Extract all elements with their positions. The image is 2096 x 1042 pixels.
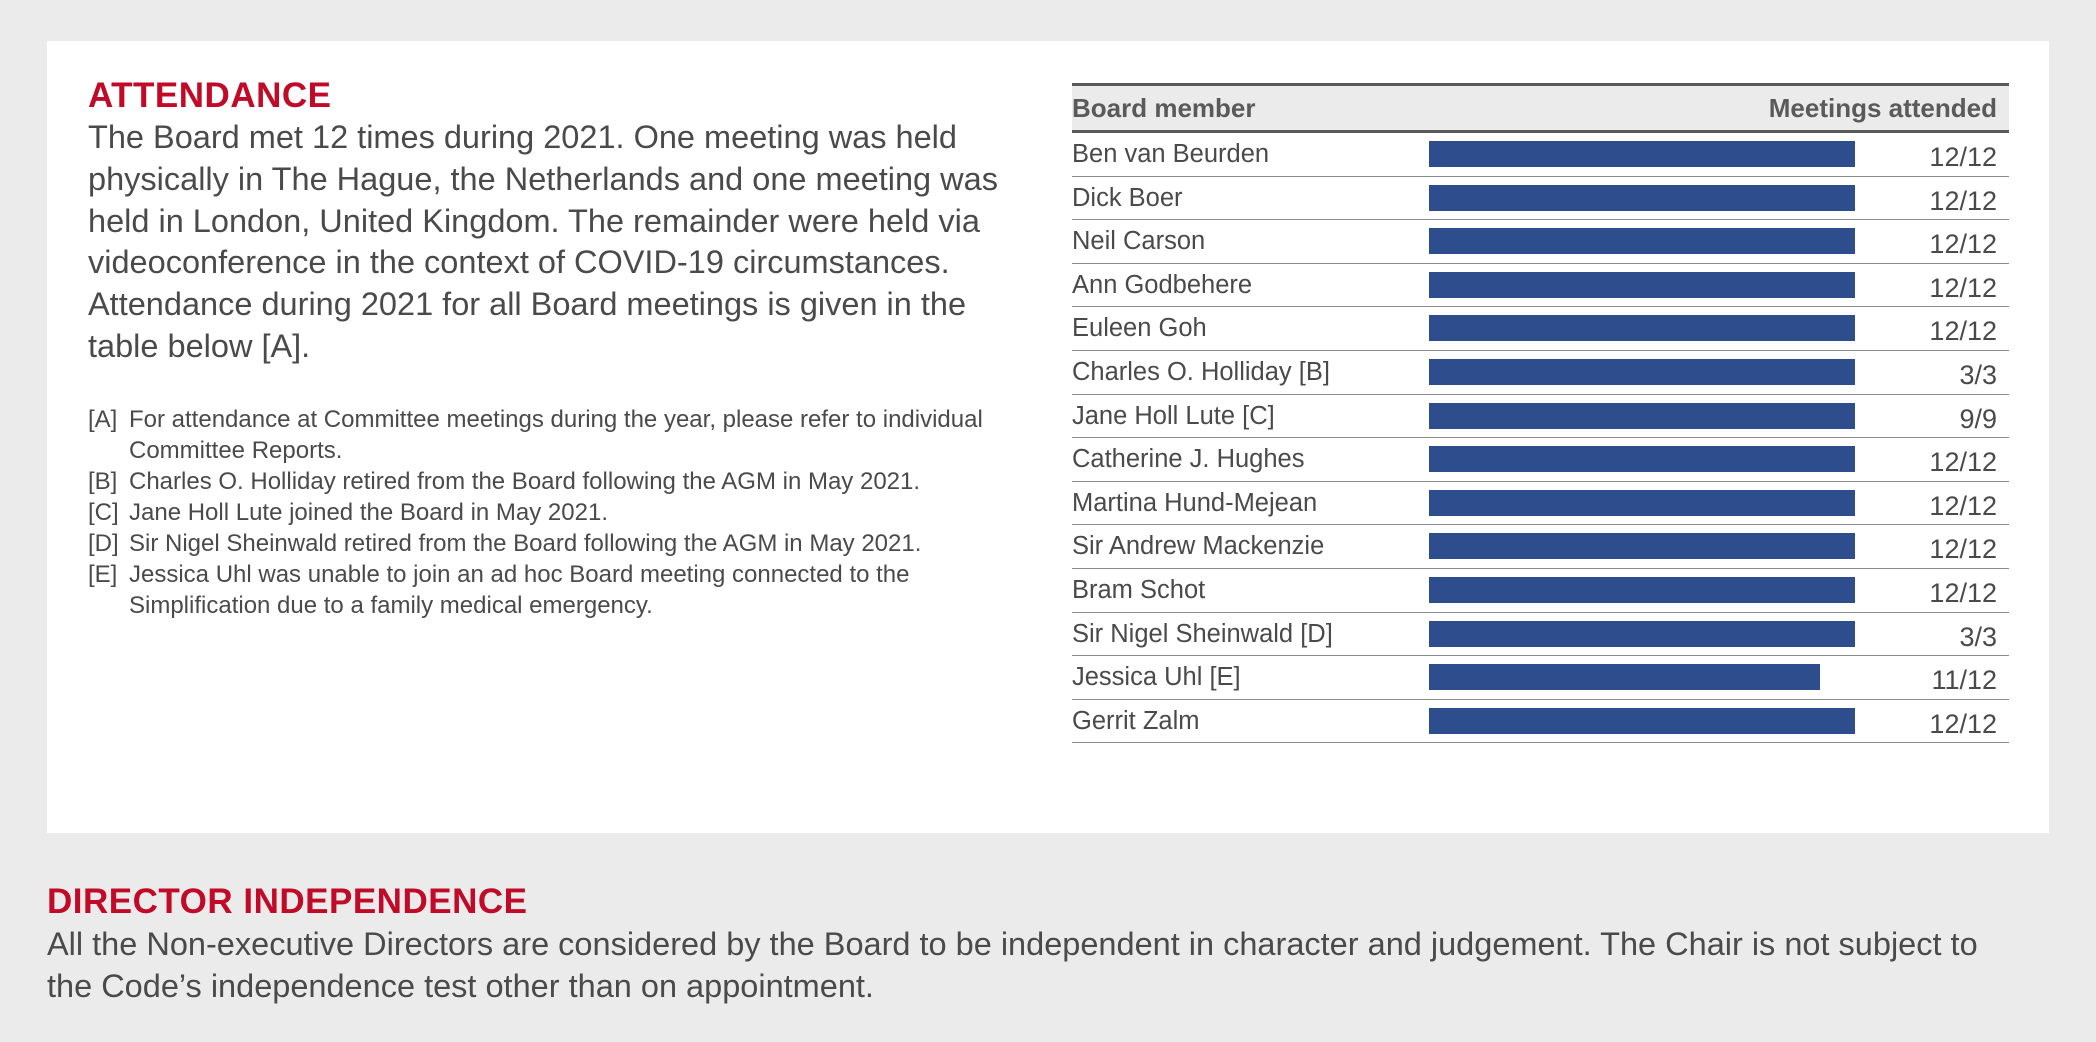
footnote: [B] Charles O. Holliday retired from the … [88, 466, 1038, 497]
meetings-attended-value: 9/9 [1959, 403, 1997, 434]
table-row: Ann Godbehere 12/12 [1072, 264, 2009, 308]
board-member-name: Neil Carson [1072, 227, 1206, 256]
footnote-key: [E] [88, 561, 118, 588]
footnote: [D] Sir Nigel Sheinwald retired from the … [88, 528, 1038, 559]
footnote: [A] For attendance at Committee meetings … [88, 404, 1038, 466]
meetings-attended-value: 11/12 [1931, 665, 1997, 696]
meetings-attended-value: 12/12 [1929, 447, 1997, 478]
attendance-bar [1429, 315, 1855, 342]
attendance-bar [1429, 402, 1855, 429]
meetings-attended-value: 12/12 [1929, 185, 1997, 216]
table-row: Jane Holl Lute [C] 9/9 [1072, 395, 2009, 439]
header-meetings-attended: Meetings attended [1768, 92, 1997, 123]
table-row: Sir Nigel Sheinwald [D] 3/3 [1072, 613, 2009, 657]
table-rows: Ben van Beurden 12/12 Dick Boer 12/12 Neil C… [1072, 133, 2009, 744]
attendance-bar [1429, 489, 1855, 516]
board-member-name: Dick Boer [1072, 183, 1183, 212]
table-row: Sir Andrew Mackenzie 12/12 [1072, 525, 2009, 569]
table-row: Euleen Goh 12/12 [1072, 307, 2009, 351]
board-member-name: Gerrit Zalm [1072, 706, 1200, 735]
table-row: Jessica Uhl [E] 11/12 [1072, 656, 2009, 700]
board-member-name: Jane Holl Lute [C] [1072, 401, 1275, 430]
attendance-bar [1429, 576, 1855, 603]
footnote-text: Jessica Uhl was unable to join an ad hoc… [129, 561, 910, 619]
table-row: Catherine J. Hughes 12/12 [1072, 438, 2009, 482]
footnote-key: [C] [88, 499, 119, 526]
meetings-attended-value: 12/12 [1929, 272, 1997, 303]
attendance-bar [1429, 141, 1855, 167]
meetings-attended-value: 3/3 [1959, 621, 1997, 652]
board-member-name: Catherine J. Hughes [1072, 445, 1305, 474]
board-member-name: Bram Schot [1072, 575, 1206, 604]
footnote-text: Sir Nigel Sheinwald retired from the Boa… [129, 530, 922, 557]
footnote-text: Charles O. Holliday retired from the Boa… [129, 468, 921, 495]
attendance-bar [1429, 228, 1855, 255]
meetings-attended-value: 12/12 [1929, 142, 1997, 172]
attendance-table: Board member Meetings attended Ben van B… [1072, 83, 2009, 744]
director-independence-text: All the Non-executive Directors are cons… [47, 926, 1978, 1004]
meetings-attended-value: 12/12 [1929, 229, 1997, 260]
meetings-attended-value: 12/12 [1929, 316, 1997, 347]
footnote-text: Jane Holl Lute joined the Board in May 2… [129, 499, 608, 526]
header-board-member: Board member [1072, 92, 1256, 123]
meetings-attended-value: 12/12 [1929, 708, 1997, 739]
table-header: Board member Meetings attended [1072, 83, 2009, 133]
footnote-key: [A] [88, 406, 118, 433]
table-row: Charles O. Holliday [B] 3/3 [1072, 351, 2009, 395]
attendance-heading: ATTENDANCE [88, 76, 332, 115]
board-member-name: Ann Godbehere [1072, 270, 1253, 299]
attendance-bar [1429, 358, 1855, 385]
meetings-attended-value: 12/12 [1929, 577, 1997, 608]
footnote-text: For attendance at Committee meetings dur… [129, 406, 983, 464]
attendance-bar [1429, 620, 1855, 647]
footnote-key: [B] [88, 468, 118, 495]
board-member-name: Martina Hund-Mejean [1072, 488, 1318, 517]
attendance-card: ATTENDANCE The Board met 12 times during… [47, 41, 2049, 833]
footnote-key: [D] [88, 530, 119, 557]
attendance-intro: The Board met 12 times during 2021. One … [88, 119, 998, 364]
table-row: Martina Hund-Mejean 12/12 [1072, 482, 2009, 526]
footnotes: [A] For attendance at Committee meetings … [88, 404, 1038, 621]
attendance-bar [1429, 664, 1820, 691]
table-row: Gerrit Zalm 12/12 [1072, 700, 2009, 744]
attendance-bar [1429, 271, 1855, 298]
board-member-name: Sir Andrew Mackenzie [1072, 532, 1325, 561]
table-row: Dick Boer 12/12 [1072, 177, 2009, 221]
director-independence-heading: DIRECTOR INDEPENDENCE [47, 882, 528, 921]
table-row: Bram Schot 12/12 [1072, 569, 2009, 613]
board-member-name: Charles O. Holliday [B] [1072, 357, 1330, 386]
table-row: Neil Carson 12/12 [1072, 220, 2009, 264]
meetings-attended-value: 12/12 [1929, 490, 1997, 521]
attendance-bar [1429, 184, 1855, 211]
board-member-name: Jessica Uhl [E] [1072, 663, 1241, 692]
board-member-name: Ben van Beurden [1072, 140, 1270, 168]
footnote: [C] Jane Holl Lute joined the Board in Ma… [88, 497, 1038, 528]
meetings-attended-value: 3/3 [1959, 359, 1997, 390]
table-row: Ben van Beurden 12/12 [1072, 133, 2009, 177]
board-member-name: Euleen Goh [1072, 314, 1207, 343]
attendance-bar [1429, 707, 1855, 734]
attendance-bar [1429, 446, 1855, 473]
board-member-name: Sir Nigel Sheinwald [D] [1072, 619, 1333, 648]
meetings-attended-value: 12/12 [1929, 534, 1997, 565]
attendance-bar [1429, 533, 1855, 560]
footnote: [E] Jessica Uhl was unable to join an ad … [88, 559, 1038, 621]
